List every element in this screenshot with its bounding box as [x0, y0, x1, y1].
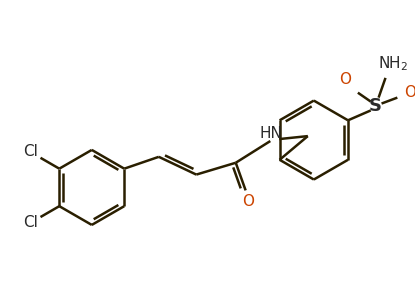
- Text: S: S: [369, 96, 382, 115]
- Text: NH$_2$: NH$_2$: [378, 55, 408, 73]
- Text: Cl: Cl: [23, 215, 38, 230]
- Text: O: O: [243, 194, 254, 209]
- Text: Cl: Cl: [23, 144, 38, 159]
- Text: HN: HN: [260, 126, 283, 141]
- Text: O: O: [404, 85, 415, 100]
- Text: O: O: [339, 72, 351, 87]
